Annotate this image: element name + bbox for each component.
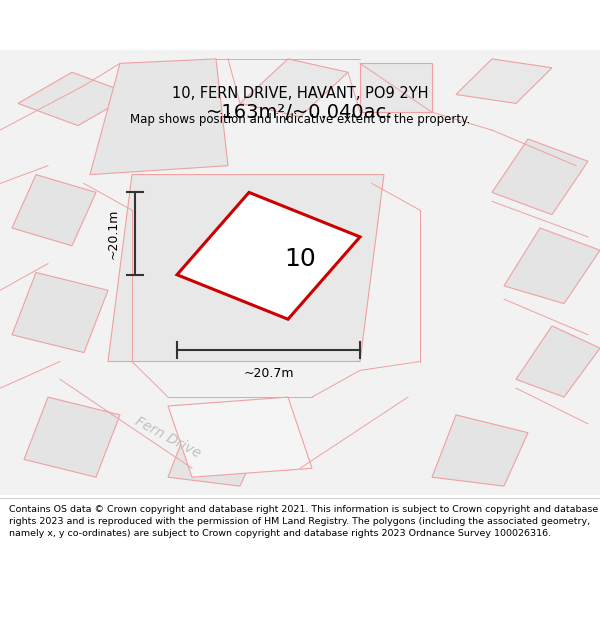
Polygon shape [492, 139, 588, 214]
Polygon shape [108, 174, 384, 361]
Text: ~20.7m: ~20.7m [243, 368, 294, 380]
Text: Fern Drive: Fern Drive [133, 414, 203, 461]
Polygon shape [504, 228, 600, 304]
Text: 10: 10 [284, 247, 316, 271]
Polygon shape [18, 72, 132, 126]
Polygon shape [12, 174, 96, 246]
Text: Contains OS data © Crown copyright and database right 2021. This information is : Contains OS data © Crown copyright and d… [9, 506, 598, 538]
Polygon shape [360, 63, 432, 112]
Polygon shape [24, 397, 120, 478]
Text: 10, FERN DRIVE, HAVANT, PO9 2YH: 10, FERN DRIVE, HAVANT, PO9 2YH [172, 86, 428, 101]
Text: Map shows position and indicative extent of the property.: Map shows position and indicative extent… [130, 112, 470, 126]
Polygon shape [168, 415, 264, 486]
Polygon shape [240, 59, 348, 117]
Polygon shape [168, 397, 312, 478]
Text: ~20.1m: ~20.1m [107, 208, 120, 259]
Polygon shape [90, 59, 228, 174]
Polygon shape [432, 415, 528, 486]
Polygon shape [177, 192, 360, 319]
Polygon shape [456, 59, 552, 103]
Polygon shape [516, 326, 600, 397]
Polygon shape [12, 272, 108, 352]
Text: ~163m²/~0.040ac.: ~163m²/~0.040ac. [206, 102, 394, 122]
